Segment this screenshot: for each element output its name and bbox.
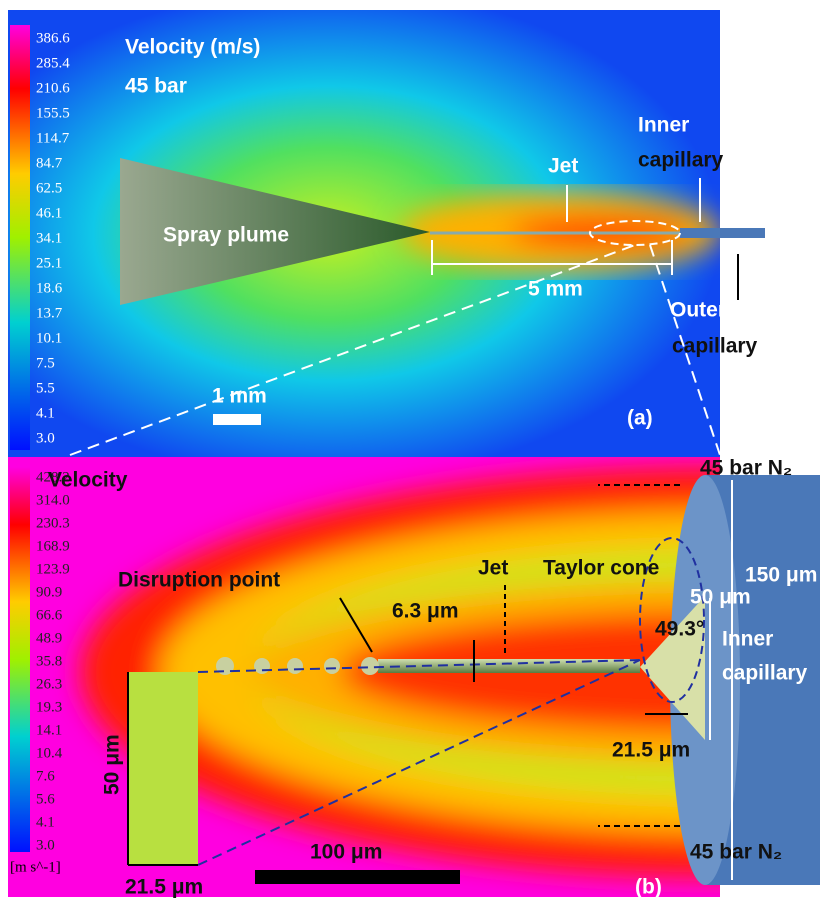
colorbar-label: 66.6	[36, 607, 63, 623]
label: 45 bar N₂	[690, 841, 782, 864]
colorbar-label: 314.0	[36, 492, 70, 508]
colorbar-label: 155.5	[36, 105, 70, 121]
label: 50 μm	[101, 734, 124, 795]
label: 21.5 μm	[125, 876, 203, 899]
colorbar-label: 19.3	[36, 699, 62, 715]
label: 50 μm	[690, 586, 751, 609]
label: 1 mm	[212, 385, 267, 408]
colorbar	[10, 25, 30, 450]
colorbar-label: 4.1	[36, 405, 55, 421]
colorbar-label: 62.5	[36, 180, 62, 196]
panel-label: (a)	[627, 407, 653, 430]
label: capillary	[638, 149, 724, 172]
colorbar-label: 3.0	[36, 430, 55, 446]
panel-a: 386.6 285.4 210.6 155.5 114.7 84.7 62.5 46.1 34.…	[8, 10, 765, 457]
scale-bar	[255, 870, 460, 884]
colorbar-label: 168.9	[36, 538, 70, 554]
title: Velocity	[48, 469, 128, 492]
figure: 386.6 285.4 210.6 155.5 114.7 84.7 62.5 46.1 34.…	[0, 0, 838, 904]
label: 45 bar N₂	[700, 457, 792, 480]
label: capillary	[672, 335, 758, 358]
colorbar-label: 13.7	[36, 305, 63, 321]
colorbar-label: 34.1	[36, 230, 62, 246]
colorbar-label: 26.3	[36, 676, 62, 692]
colorbar-label: 7.5	[36, 355, 55, 371]
colorbar-label: 123.9	[36, 561, 70, 577]
colorbar-label: 48.9	[36, 630, 62, 646]
title: Velocity (m/s)	[125, 36, 260, 59]
label: Jet	[548, 155, 578, 178]
label: 150 μm	[745, 564, 817, 587]
panel-b: 428.2314.0230.3168.9123.990.966.648.935.…	[8, 457, 838, 899]
label: 6.3 μm	[392, 600, 459, 623]
label: Jet	[478, 557, 508, 580]
colorbar-label: 230.3	[36, 515, 70, 531]
label: Inner	[722, 628, 773, 651]
colorbar-label: 25.1	[36, 255, 62, 271]
colorbar-label: 90.9	[36, 584, 62, 600]
colorbar-label: 7.6	[36, 768, 55, 784]
colorbar-label: 18.6	[36, 280, 63, 296]
colorbar-label: 35.8	[36, 653, 62, 669]
colorbar-label: 210.6	[36, 80, 70, 96]
colorbar-label: 5.5	[36, 380, 55, 396]
colorbar-label: 114.7	[36, 130, 70, 146]
label: 100 μm	[310, 841, 382, 864]
colorbar-label: 10.4	[36, 745, 63, 761]
colorbar-label: 386.6	[36, 30, 70, 46]
colorbar-label: 285.4	[36, 55, 70, 71]
label: Spray plume	[163, 224, 289, 247]
pressure: 45 bar	[125, 75, 187, 98]
colorbar-label: 5.6	[36, 791, 55, 807]
capillary	[680, 228, 765, 238]
label: 21.5 μm	[612, 739, 690, 762]
label: 49.3°	[655, 618, 704, 641]
colorbar-label: 84.7	[36, 155, 63, 171]
colorbar-label: 46.1	[36, 205, 62, 221]
label: Outer	[670, 299, 726, 322]
colorbar-label: 3.0	[36, 837, 55, 853]
colorbar-unit: [m s^-1]	[10, 859, 61, 875]
colorbar-label: 4.1	[36, 814, 55, 830]
label: Disruption point	[118, 569, 280, 592]
label: capillary	[722, 662, 808, 685]
colorbar-label: 14.1	[36, 722, 62, 738]
inset	[128, 672, 198, 865]
label: Inner	[638, 114, 689, 137]
panel-label: (b)	[635, 876, 662, 899]
colorbar-label: 10.1	[36, 330, 62, 346]
scale-bar	[213, 414, 261, 425]
label: Taylor cone	[543, 557, 659, 580]
colorbar	[10, 467, 30, 852]
